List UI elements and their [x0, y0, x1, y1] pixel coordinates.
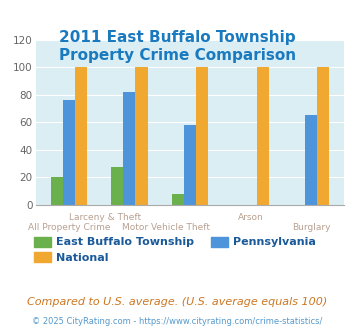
Bar: [135, 67, 148, 205]
Text: Arson: Arson: [237, 213, 263, 222]
Text: Burglary: Burglary: [292, 223, 330, 232]
Bar: [196, 67, 208, 205]
Bar: [305, 115, 317, 205]
Legend: East Buffalo Township, National, Pennsylvania: East Buffalo Township, National, Pennsyl…: [34, 237, 316, 263]
Text: Larceny & Theft: Larceny & Theft: [69, 213, 141, 222]
Bar: [317, 67, 329, 205]
Bar: [51, 177, 63, 205]
Bar: [111, 168, 123, 205]
Bar: [75, 67, 87, 205]
Text: Compared to U.S. average. (U.S. average equals 100): Compared to U.S. average. (U.S. average …: [27, 297, 328, 307]
Text: © 2025 CityRating.com - https://www.cityrating.com/crime-statistics/: © 2025 CityRating.com - https://www.city…: [32, 317, 323, 326]
Text: 2011 East Buffalo Township
Property Crime Comparison: 2011 East Buffalo Township Property Crim…: [59, 30, 296, 63]
Bar: [63, 100, 75, 205]
Text: Motor Vehicle Theft: Motor Vehicle Theft: [122, 223, 210, 232]
Bar: [123, 92, 135, 205]
Text: All Property Crime: All Property Crime: [28, 223, 110, 232]
Bar: [184, 125, 196, 205]
Bar: [257, 67, 269, 205]
Bar: [172, 194, 184, 205]
